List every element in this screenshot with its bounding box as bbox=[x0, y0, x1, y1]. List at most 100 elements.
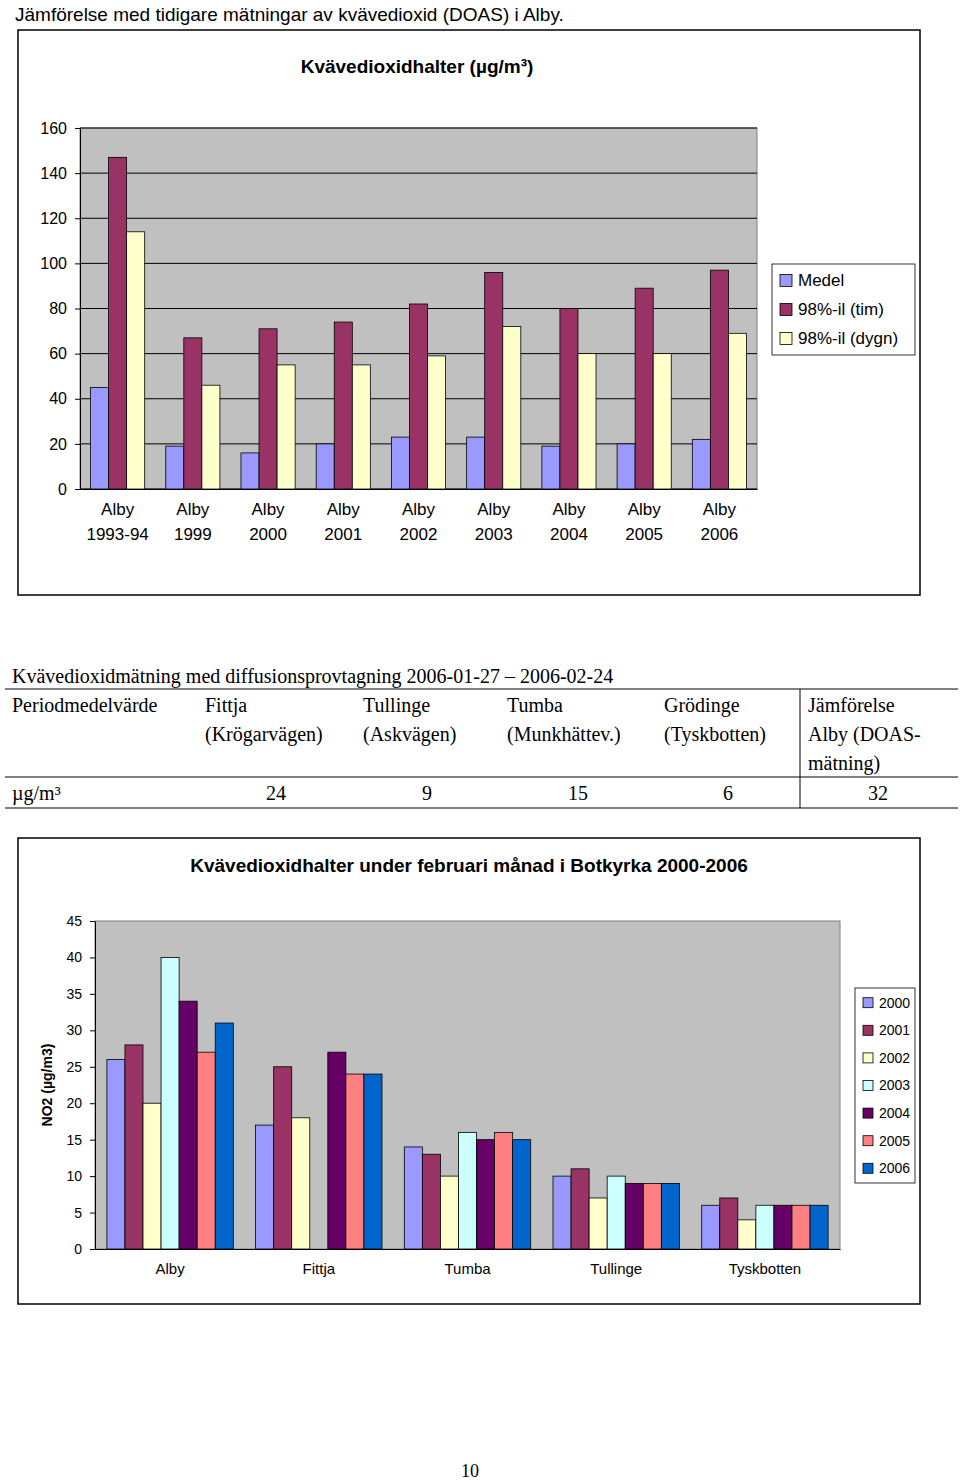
tick-mark bbox=[75, 218, 80, 219]
grid-line bbox=[80, 263, 757, 264]
tick-mark bbox=[75, 309, 80, 310]
table-header: Tumba bbox=[507, 694, 563, 716]
tick-label: 160 bbox=[40, 120, 67, 137]
legend-label: 2000 bbox=[879, 995, 910, 1011]
tick-mark bbox=[90, 1249, 95, 1250]
bar bbox=[428, 356, 446, 489]
tick-mark bbox=[75, 128, 80, 129]
table: Kvävedioxidmätning med diffusionsprovtag… bbox=[5, 665, 958, 808]
table-cell: 32 bbox=[868, 782, 888, 804]
tick: Alby2001 bbox=[324, 489, 362, 544]
bar bbox=[364, 1074, 382, 1249]
tick-mark bbox=[90, 1067, 95, 1068]
legend-swatch bbox=[863, 1081, 873, 1091]
tick-label: 30 bbox=[66, 1022, 82, 1038]
bar bbox=[653, 354, 671, 489]
table-rule bbox=[5, 689, 958, 690]
tick-label: 20 bbox=[49, 435, 67, 452]
bar bbox=[810, 1205, 828, 1249]
tick: 20 bbox=[49, 435, 80, 452]
bar bbox=[607, 1176, 625, 1249]
legend-box bbox=[855, 988, 915, 1183]
bar bbox=[197, 1052, 215, 1249]
tick-label: 35 bbox=[66, 986, 82, 1002]
bar bbox=[179, 1001, 197, 1249]
tick-mark bbox=[90, 1213, 95, 1214]
bar bbox=[109, 157, 127, 489]
category-label: Alby 2000 bbox=[249, 500, 287, 544]
tick: 10 bbox=[66, 1168, 95, 1184]
x-axis: AlbyFittjaTumbaTullingeTyskbotten bbox=[96, 1249, 841, 1277]
category-label-line: Alby bbox=[402, 500, 436, 519]
heading: Jämförelse med tidigare mätningar av kvä… bbox=[15, 4, 564, 25]
bar bbox=[440, 1176, 458, 1249]
x-axis-line bbox=[81, 489, 758, 490]
tick: 15 bbox=[66, 1132, 95, 1148]
tick-mark bbox=[75, 489, 80, 490]
tick-label: 120 bbox=[40, 210, 67, 227]
category-label: Alby2004 bbox=[550, 500, 588, 544]
table-header: (Munkhättev.) bbox=[507, 723, 621, 746]
legend-swatch bbox=[863, 1108, 873, 1118]
tick: Tyskbotten bbox=[729, 1249, 802, 1277]
bar bbox=[542, 446, 560, 489]
grid-line bbox=[80, 128, 757, 129]
tick: Alby2005 bbox=[625, 489, 663, 544]
tick-label: 60 bbox=[49, 345, 67, 362]
tick-label: 5 bbox=[74, 1205, 82, 1221]
tick: Tullinge bbox=[590, 1249, 642, 1277]
legend-label: Medel bbox=[798, 271, 844, 290]
category-label-line: Alby bbox=[101, 500, 135, 519]
legend: Medel98%-il (tim)98%-il (dygn) bbox=[772, 264, 915, 355]
tick-label: 45 bbox=[66, 913, 82, 929]
bar bbox=[166, 446, 184, 489]
tick: Alby 2000 bbox=[249, 489, 287, 544]
category-label-line: 1999 bbox=[174, 525, 212, 544]
table-cell: 9 bbox=[422, 782, 432, 804]
bar bbox=[274, 1067, 292, 1249]
category-label-line: 2006 bbox=[700, 525, 738, 544]
category-label: Alby2005 bbox=[625, 500, 663, 544]
category-label-line: 2001 bbox=[324, 525, 362, 544]
bar bbox=[458, 1132, 476, 1249]
tick-label: 20 bbox=[66, 1095, 82, 1111]
bar bbox=[91, 387, 109, 489]
bar bbox=[756, 1205, 774, 1249]
bar bbox=[578, 354, 596, 489]
tick: 160 bbox=[40, 120, 80, 137]
category-label-line: 2000 bbox=[249, 525, 287, 544]
tick: 140 bbox=[40, 165, 80, 182]
category-label-line: Alby bbox=[252, 500, 286, 519]
category-label: Alby 2006 bbox=[700, 500, 738, 544]
background bbox=[0, 0, 960, 1481]
table-cell: 6 bbox=[723, 782, 733, 804]
tick-label: 140 bbox=[40, 165, 67, 182]
table-header: Alby (DOAS- bbox=[808, 723, 921, 746]
bar bbox=[409, 304, 427, 489]
tick-mark bbox=[75, 173, 80, 174]
grid-line bbox=[80, 173, 757, 174]
legend-label: 2003 bbox=[879, 1077, 910, 1093]
tick: Alby2004 bbox=[550, 489, 588, 544]
chart-frame bbox=[18, 30, 920, 595]
tick: 80 bbox=[49, 300, 80, 317]
tick: 40 bbox=[66, 949, 95, 965]
table-cell: µg/m³ bbox=[12, 782, 61, 805]
legend-swatch bbox=[863, 998, 873, 1008]
category-label: Alby 1993-94 bbox=[86, 500, 148, 544]
table-header: Jämförelse bbox=[808, 694, 895, 716]
bar bbox=[728, 333, 746, 489]
category-label: Alby bbox=[156, 1260, 186, 1277]
bar bbox=[513, 1140, 531, 1249]
category-label-line: Alby bbox=[703, 500, 737, 519]
tick-mark bbox=[90, 1030, 95, 1031]
category-label-line: 1993-94 bbox=[86, 525, 148, 544]
bar bbox=[738, 1220, 756, 1249]
legend-label: 2001 bbox=[879, 1022, 910, 1038]
legend-swatch bbox=[780, 304, 792, 316]
table-header: (Askvägen) bbox=[363, 723, 456, 746]
bar bbox=[125, 1045, 143, 1249]
table-header: (Krögarvägen) bbox=[205, 723, 323, 746]
bar bbox=[215, 1023, 233, 1249]
bar bbox=[202, 385, 220, 489]
